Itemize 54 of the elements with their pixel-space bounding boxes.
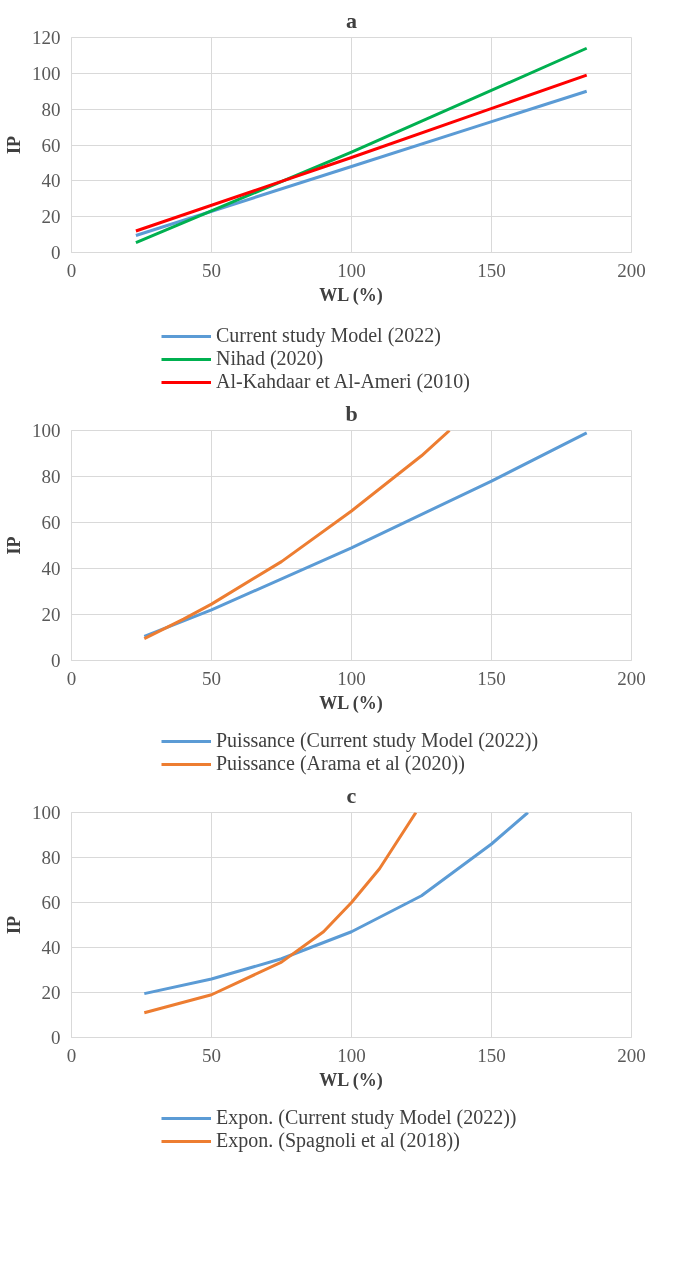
y-tick-label: 60 xyxy=(41,134,61,156)
chart-title: a xyxy=(346,7,357,33)
x-tick-label: 100 xyxy=(337,259,366,281)
line-series xyxy=(142,431,589,638)
x-tick-label: 50 xyxy=(202,259,221,281)
y-tick-label: 40 xyxy=(41,558,61,579)
x-tick-label: 150 xyxy=(477,259,506,281)
legend-label: Puissance (Current study Model (2022)) xyxy=(216,729,539,752)
y-tick-label: 60 xyxy=(41,892,61,913)
y-tick-label: 20 xyxy=(41,206,61,228)
y-tick-label: 100 xyxy=(32,802,61,823)
y-tick-label: 60 xyxy=(41,512,61,533)
chart-title: b xyxy=(345,400,358,426)
x-axis-title: WL (%) xyxy=(319,1069,383,1091)
x-tick-label: 0 xyxy=(66,1044,77,1066)
line-series xyxy=(142,812,530,996)
x-tick-label: 0 xyxy=(66,259,77,281)
line-series xyxy=(142,812,418,1015)
y-tick-label: 40 xyxy=(41,170,61,192)
legend-label: Nihad (2020) xyxy=(216,347,324,370)
x-tick-label: 200 xyxy=(617,259,646,281)
x-axis-title: WL (%) xyxy=(319,692,383,714)
x-tick-label: 0 xyxy=(66,667,77,689)
x-axis-title: WL (%) xyxy=(319,284,383,306)
x-tick-label: 100 xyxy=(337,1044,366,1066)
x-tick-label: 50 xyxy=(202,1044,221,1066)
y-axis-title: IP xyxy=(4,536,24,555)
y-tick-label: 80 xyxy=(41,98,61,120)
y-tick-label: 120 xyxy=(32,27,61,48)
x-tick-label: 200 xyxy=(617,667,646,689)
y-tick-label: 40 xyxy=(41,937,61,958)
legend-label: Al-Kahdaar et Al-Ameri (2010) xyxy=(216,370,470,393)
y-tick-label: 0 xyxy=(51,242,61,263)
chart-title: c xyxy=(346,782,357,808)
x-tick-label: 150 xyxy=(477,1044,506,1066)
y-tick-label: 0 xyxy=(51,650,61,671)
x-tick-label: 150 xyxy=(477,667,506,689)
x-tick-label: 100 xyxy=(337,667,366,689)
y-tick-label: 80 xyxy=(41,847,61,868)
y-tick-label: 20 xyxy=(41,982,61,1003)
y-tick-label: 20 xyxy=(41,604,61,625)
line-series xyxy=(142,430,451,641)
legend-label: Expon. (Current study Model (2022)) xyxy=(216,1106,517,1129)
y-tick-label: 80 xyxy=(41,466,61,487)
y-axis-title: IP xyxy=(4,136,24,154)
y-tick-label: 0 xyxy=(51,1027,61,1048)
x-tick-label: 50 xyxy=(202,667,221,689)
y-axis-title: IP xyxy=(4,916,24,934)
legend-label: Puissance (Arama et al (2020)) xyxy=(216,752,465,775)
legend-label: Current study Model (2022) xyxy=(216,324,441,347)
x-tick-label: 200 xyxy=(617,1044,646,1066)
legend-label: Expon. (Spagnoli et al (2018)) xyxy=(216,1129,460,1152)
y-tick-label: 100 xyxy=(32,420,61,441)
y-tick-label: 100 xyxy=(32,62,61,84)
